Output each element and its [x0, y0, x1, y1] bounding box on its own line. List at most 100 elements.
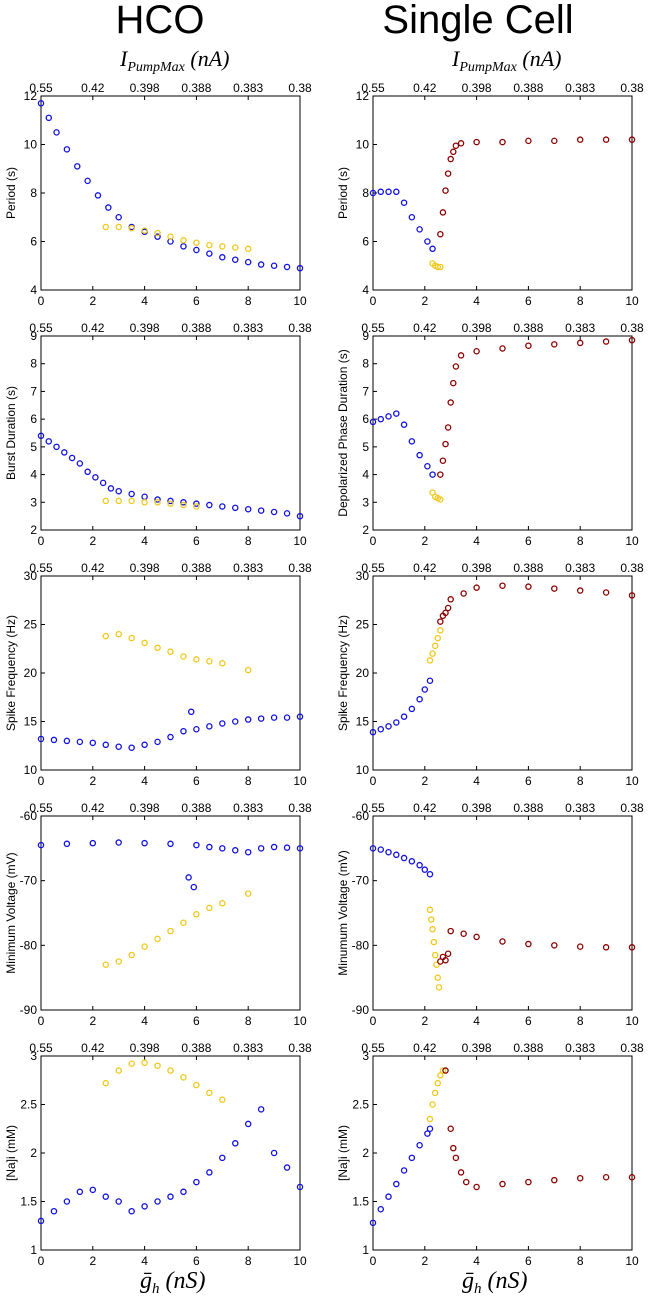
panel-HCO-period: 0 2 4 6 8 10 0.55 0.42 0.398 0.388 0.383 0.38 4 6 8 10 1…: [4, 81, 312, 308]
y-axis-label: Spike Frequency (Hz): [336, 615, 350, 731]
y-tick-label: 6: [30, 235, 37, 249]
plot-frame: [40, 1055, 301, 1251]
x-tick-label: 0: [370, 1014, 377, 1028]
data-point: [128, 634, 135, 642]
x-tick-label: 6: [525, 534, 532, 548]
series-blue: [37, 708, 304, 751]
x-tick-label: 8: [245, 1254, 252, 1268]
bottom-axis-label-left: ḡh (nS): [140, 1268, 205, 1297]
y-tick-label: 30: [24, 569, 38, 583]
x-tick-label: 2: [421, 1254, 428, 1268]
y-tick-label: 4: [362, 468, 369, 482]
data-point: [439, 1067, 447, 1074]
plot-frame: [40, 95, 301, 291]
data-point: [193, 656, 200, 663]
data-point: [408, 438, 416, 445]
plot-frame: [372, 335, 633, 531]
data-point: [37, 100, 45, 107]
data-point: [63, 737, 71, 745]
data-point: [434, 634, 441, 642]
data-point: [270, 1149, 278, 1157]
series-yellow: [102, 630, 252, 674]
data-point: [102, 961, 110, 968]
data-point: [385, 413, 392, 420]
data-point: [457, 140, 465, 147]
top-tick-label: 0.383: [565, 801, 595, 815]
top-tick-label: 0.55: [361, 81, 385, 95]
data-point: [628, 336, 636, 344]
top-tick-label: 0.398: [130, 801, 160, 815]
y-tick-label: 30: [356, 569, 370, 583]
data-point: [551, 341, 558, 348]
top-tick-label: 0.42: [81, 81, 105, 95]
data-point: [437, 627, 444, 634]
x-tick-label: 10: [293, 1014, 307, 1028]
data-point: [141, 1059, 148, 1067]
y-tick-label: 3: [30, 1049, 37, 1063]
y-tick-label: -60: [352, 809, 370, 823]
data-point: [434, 974, 441, 981]
panel-HCO-burst: 0 2 4 6 8 100.55 0.42 0.398 0.388 0.383 0.38234567…: [4, 321, 312, 548]
y-tick-label: 3: [362, 1049, 369, 1063]
data-point: [115, 487, 122, 495]
data-point: [244, 848, 252, 856]
data-point: [400, 421, 408, 428]
data-point: [167, 233, 174, 240]
data-point: [206, 658, 213, 665]
data-point: [180, 499, 187, 506]
data-point: [416, 861, 423, 869]
data-point: [76, 1188, 84, 1196]
series-yellow: [426, 627, 444, 664]
data-point: [428, 916, 435, 923]
data-point: [180, 237, 187, 244]
data-point: [102, 1193, 110, 1200]
data-point: [244, 258, 252, 266]
top-tick-label: 0.383: [233, 321, 263, 335]
data-point: [206, 904, 213, 912]
data-point: [426, 870, 434, 878]
x-tick-label: 4: [473, 294, 480, 308]
top-tick-label: 0.38: [620, 801, 644, 815]
series-yellow: [102, 497, 200, 510]
data-point: [444, 170, 452, 177]
data-point: [393, 1180, 400, 1188]
data-point: [105, 204, 112, 211]
data-point: [473, 584, 480, 591]
data-point: [444, 424, 452, 431]
data-point: [193, 1081, 200, 1089]
data-point: [400, 199, 408, 206]
series-yellow: [429, 489, 444, 503]
x-tick-label: 10: [625, 534, 639, 548]
data-point: [37, 432, 45, 440]
data-point: [128, 497, 135, 505]
data-point: [115, 839, 122, 846]
x-tick-label: 6: [193, 294, 200, 308]
right-column-title: Single Cell: [382, 0, 573, 42]
data-point: [37, 735, 45, 743]
y-tick-label: 1: [362, 1243, 369, 1257]
data-point: [102, 741, 110, 749]
data-point: [283, 844, 291, 851]
x-tick-label: 8: [245, 294, 252, 308]
top-tick-label: 0.388: [181, 801, 211, 815]
data-point: [193, 500, 200, 507]
plot-frame: [40, 815, 301, 1011]
data-point: [408, 1154, 416, 1162]
data-point: [63, 1198, 71, 1205]
panels: 0 2 4 6 8 100.55 0.42 0.398 0.388 0.383 0.38468101…: [4, 81, 644, 1268]
y-tick-label: -70: [20, 874, 38, 888]
y-tick-label: 7: [362, 384, 369, 398]
data-point: [141, 943, 148, 950]
bottom-axis-label-right-main: ḡ: [462, 1268, 474, 1294]
data-point: [447, 399, 454, 406]
y-tick-label: -60: [20, 809, 38, 823]
x-tick-label: 0: [38, 1014, 45, 1028]
top-tick-label: 0.55: [361, 321, 385, 335]
data-point: [115, 630, 122, 638]
data-point: [525, 342, 532, 349]
y-tick-label: 12: [24, 89, 38, 103]
data-point: [206, 1169, 213, 1176]
bottom-axis-label-right: ḡh (nS): [462, 1268, 527, 1297]
top-tick-label: 0.398: [130, 1041, 160, 1055]
